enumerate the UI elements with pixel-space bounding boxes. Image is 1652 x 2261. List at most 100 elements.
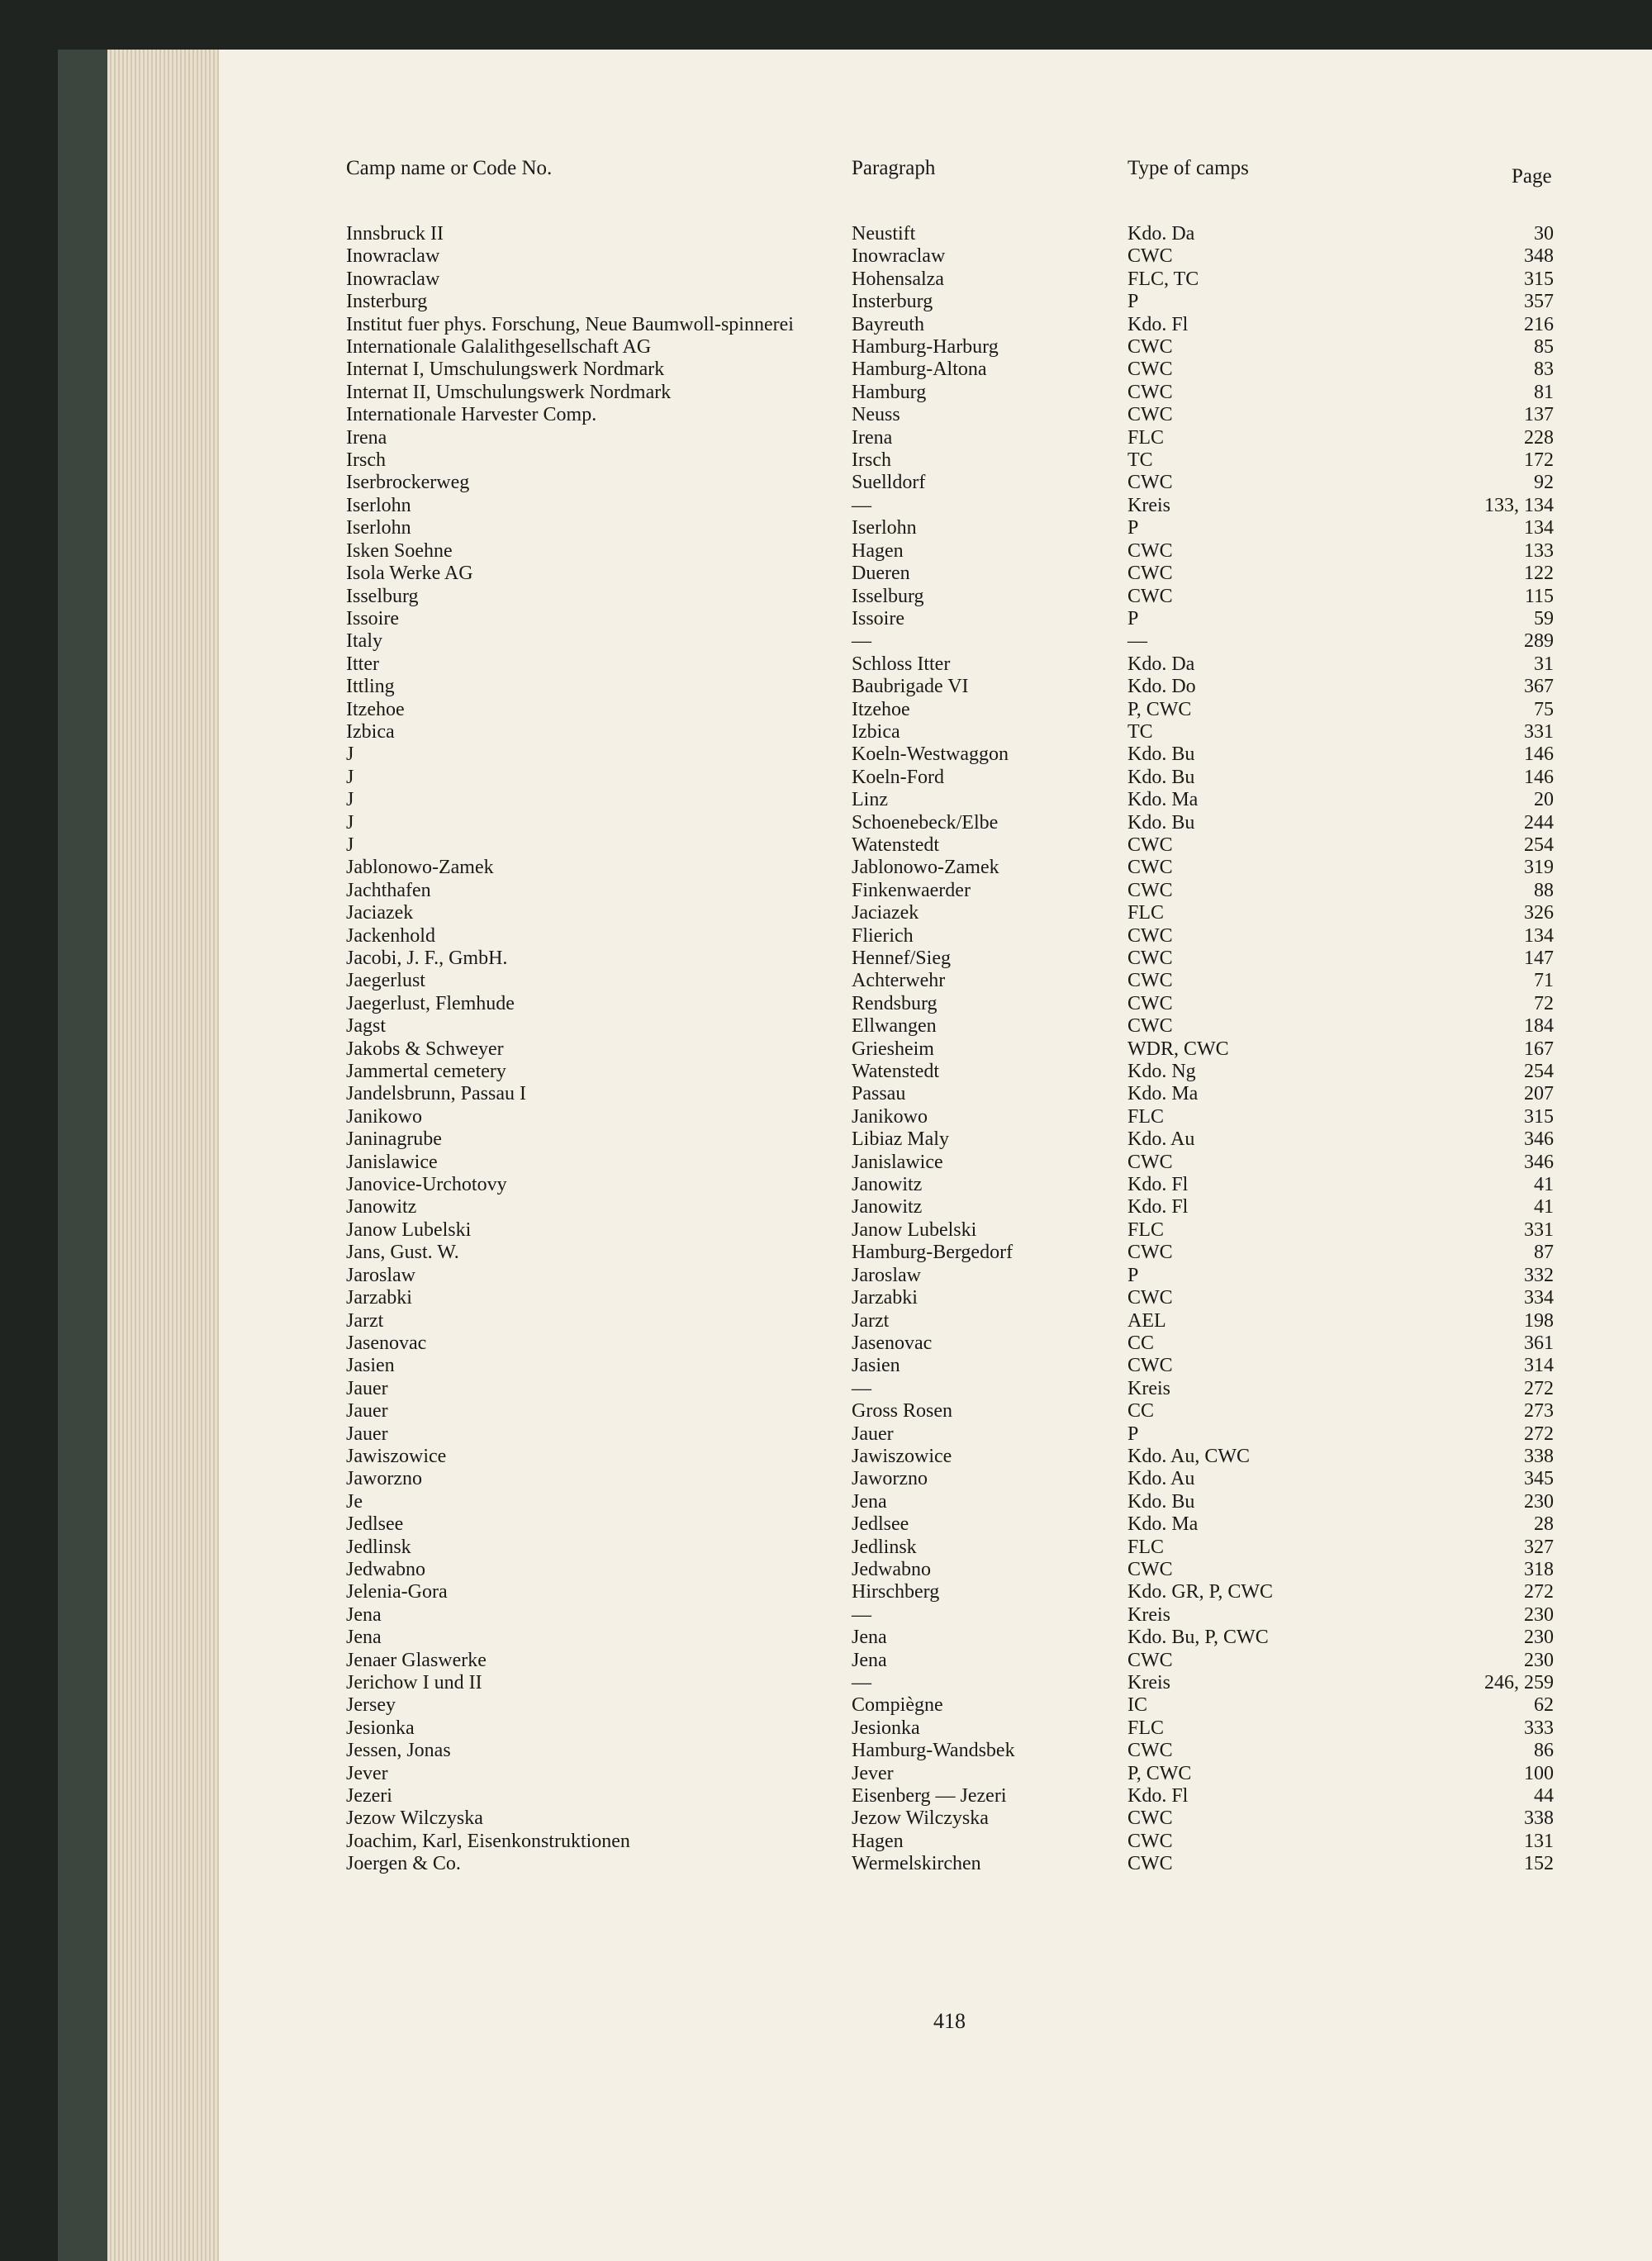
camp-name: Italy [346,630,382,653]
page-ref: 230 [1524,1627,1554,1649]
camp-name: Ittling [346,676,395,698]
paragraph: Jedlinsk [852,1536,917,1558]
camp-type: CWC [1127,1558,1173,1580]
paragraph: Compiègne [852,1694,943,1717]
camp-name: Iserbrockerweg [346,472,470,494]
camp-name: Jacobi, J. F., GmbH. [346,948,508,969]
camp-name: Jelenia-Gora [346,1581,448,1603]
camp-name: J [346,789,354,811]
paragraph: Isselburg [852,585,924,607]
camp-type: Kdo. Au, CWC [1127,1445,1251,1467]
header-paragraph: Paragraph [852,157,936,179]
camp-name: Inowraclaw [346,245,440,268]
paragraph: Jesionka [852,1717,920,1739]
camp-type: CWC [1127,1015,1173,1038]
paragraph: Jawiszowice [852,1445,952,1467]
page-ref: 230 [1524,1649,1554,1671]
page-ref: 86 [1534,1740,1554,1762]
page-ref: 30 [1534,223,1554,245]
paragraph: Jablonowo-Zamek [852,857,999,879]
page-ref: 346 [1524,1128,1554,1151]
camp-name: Itzehoe [346,698,405,720]
camp-name: Isselburg [346,585,419,607]
index-row: Joachim, Karl, Eisenkonstruktionen Hagen C… [346,1831,1554,1853]
index-row: Jedlsee Jedlsee Kdo. Ma 28 [346,1513,1554,1536]
camp-type: Kreis [1127,494,1170,516]
index-row: Jaworzno Jaworzno Kdo. Au 345 [346,1468,1554,1490]
page-ref: 122 [1524,563,1554,585]
camp-name: Jaegerlust, Flemhude [346,992,515,1014]
paragraph: Passau [852,1083,906,1105]
camp-type: CWC [1127,1807,1173,1830]
header-type: Type of camps [1127,157,1249,179]
index-row: Jarzabki Jarzabki CWC 334 [346,1287,1554,1309]
page-ref: 272 [1524,1581,1554,1603]
camp-type: CWC [1127,879,1173,901]
camp-name: Isola Werke AG [346,563,473,585]
paragraph: Jedwabno [852,1558,931,1580]
index-row: Jaroslaw Jaroslaw P 332 [346,1265,1554,1287]
page-ref: 81 [1534,381,1554,403]
paragraph: Jaworzno [852,1468,928,1490]
camp-type: Kreis [1127,1377,1170,1399]
camp-name: Jandelsbrunn, Passau I [346,1083,526,1105]
index-row: Janow Lubelski Janow Lubelski FLC 331 [346,1219,1554,1242]
page-ref: 327 [1524,1536,1554,1558]
index-row: Isselburg Isselburg CWC 115 [346,586,1554,608]
camp-name: Jerichow I und II [346,1672,482,1693]
camp-type: FLC [1127,1218,1165,1241]
camp-name: Jarzabki [346,1287,412,1309]
camp-type: CWC [1127,539,1173,562]
page-ref: 272 [1524,1423,1554,1445]
page-ref: 331 [1524,720,1554,743]
index-row: Jachthafen Finkenwaerder CWC 88 [346,880,1554,902]
paragraph: Janowitz [852,1174,923,1196]
page-ref: 41 [1534,1196,1554,1218]
camp-type: CWC [1127,359,1173,381]
page-ref: 319 [1524,857,1554,879]
camp-type: Kdo. Au [1127,1128,1195,1151]
camp-name: Irena [346,426,387,449]
camp-type: CWC [1127,381,1173,403]
camp-type: CC [1127,1332,1155,1354]
camp-type: CWC [1127,1830,1173,1852]
index-row: Jackenhold Flierich CWC 134 [346,925,1554,948]
index-row: Jawiszowice Jawiszowice Kdo. Au, CWC 338 [346,1446,1554,1468]
camp-type: Kdo. Do [1127,676,1196,698]
index-row: Jauer Jauer P 272 [346,1423,1554,1446]
index-row: Jaegerlust, Flemhude Rendsburg CWC 72 [346,993,1554,1015]
page-ref: 338 [1524,1807,1554,1830]
index-row: Insterburg Insterburg P 357 [346,291,1554,313]
header-page: Page [1512,165,1552,188]
camp-name: Jena [346,1603,382,1626]
page-ref: 167 [1524,1038,1554,1060]
page-ref: 334 [1524,1287,1554,1309]
page-ref: 198 [1524,1309,1554,1332]
paragraph: Janowitz [852,1196,923,1218]
camp-name: Irsch [346,449,386,472]
paragraph: Jaciazek [852,902,919,924]
camp-name: J [346,834,354,856]
index-row: Jans, Gust. W. Hamburg-Bergedorf CWC 87 [346,1242,1554,1264]
camp-name: Jakobs & Schweyer [346,1038,504,1060]
index-row: J Koeln-Ford Kdo. Bu 146 [346,767,1554,789]
paragraph: Libiaz Maly [852,1128,949,1151]
page-ref: 92 [1534,472,1554,494]
camp-name: Internationale Harvester Comp. [346,404,597,426]
paragraph: Bayreuth [852,313,924,335]
camp-name: Jachthafen [346,879,431,901]
paragraph: Schoenebeck/Elbe [852,811,999,834]
page-ref: 254 [1524,1061,1554,1083]
index-row: Inowraclaw Inowraclaw CWC 348 [346,245,1554,268]
camp-type: CWC [1127,834,1173,856]
camp-name: Jever [346,1762,388,1784]
camp-name: Jasenovac [346,1332,427,1354]
camp-name: Je [346,1490,363,1513]
index-row: Isken Soehne Hagen CWC 133 [346,540,1554,563]
index-row: Itzehoe Itzehoe P, CWC 75 [346,699,1554,721]
paragraph: Gross Rosen [852,1400,953,1423]
page-ref: 338 [1524,1445,1554,1467]
camp-type: P [1127,291,1139,313]
page-ref: 228 [1524,426,1554,449]
index-row: Jaciazek Jaciazek FLC 326 [346,902,1554,924]
